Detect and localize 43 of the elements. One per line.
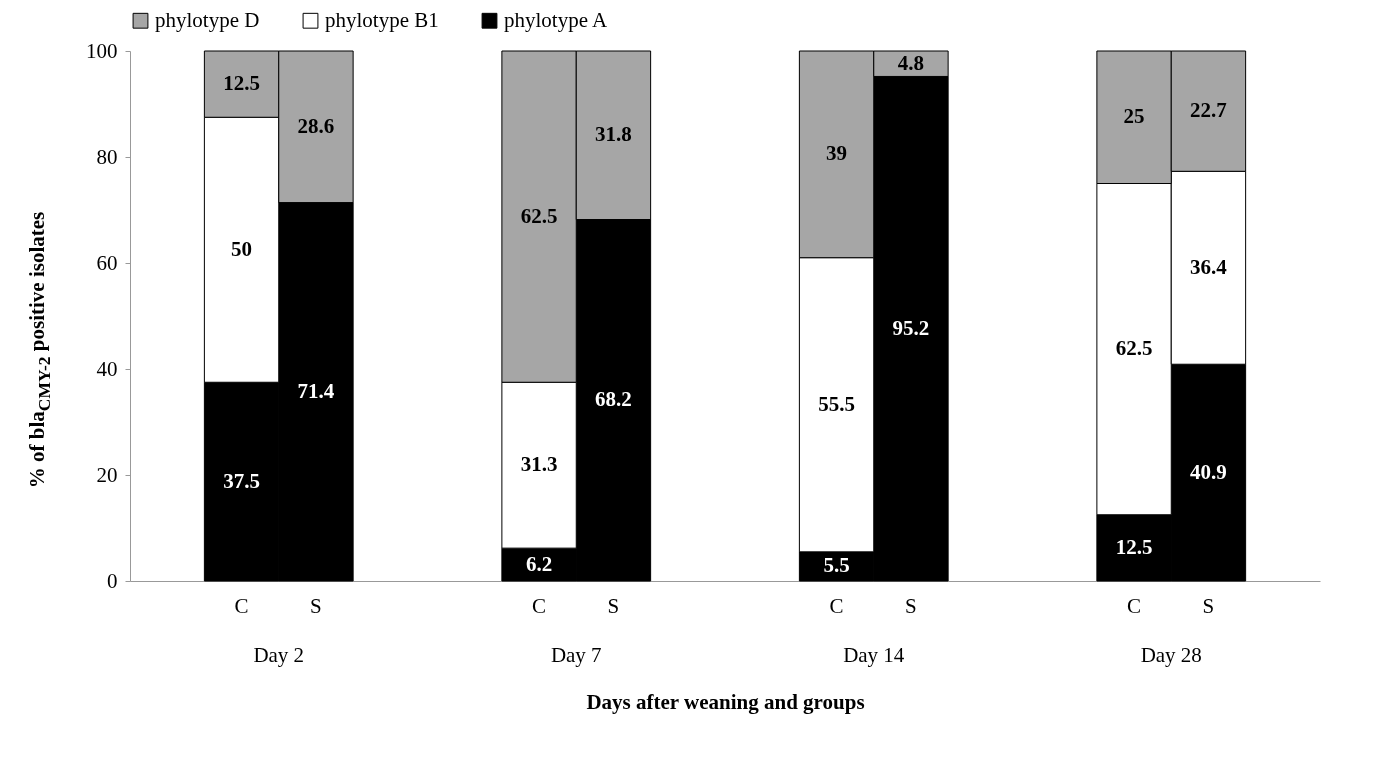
text: Day 28 [1140,643,1202,667]
y-tick-label: 0 [107,568,118,593]
y-tick-label: 40 [96,356,118,381]
data-label: 50 [231,236,253,261]
data-label: 5.5 [823,553,850,578]
data-label: 68.2 [595,387,632,412]
x-tick-label: S [607,593,620,618]
text: Day 7 [550,643,602,667]
x-tick-label: C [234,593,249,618]
x-axis-title: Days after weaning and groups [586,689,865,714]
data-label: 40.9 [1190,459,1227,484]
x-tick-label: C [829,593,844,618]
text: Day 14 [843,643,905,667]
legend-label: phylotype B1 [325,7,439,32]
data-label: 71.4 [297,378,335,403]
data-label: 31.3 [520,452,558,477]
y-tick-label: 80 [96,144,118,169]
data-label: 12.5 [1115,534,1153,559]
x-tick-label: C [1127,593,1142,618]
data-label: 4.8 [897,50,925,75]
data-label: 12.5 [223,71,260,96]
y-tick-label: 20 [96,462,118,487]
data-label: 31.8 [595,122,632,147]
y-tick-label: 60 [96,250,118,275]
x-tick-label: S [1202,593,1215,618]
data-label: 39 [826,141,848,166]
text: Day 2 [253,643,305,667]
data-label: 55.5 [818,391,855,416]
data-label: 62.5 [520,203,558,228]
data-label: 25 [1123,104,1145,129]
x-tick-label: S [310,593,322,618]
data-label: 22.7 [1190,98,1227,123]
x-tick-label: C [532,593,547,618]
data-label: 36.4 [1190,254,1228,279]
legend-label: phylotype A [504,7,609,32]
y-tick-label: 100 [86,38,118,63]
data-label: 62.5 [1115,336,1153,361]
data-label: 37.5 [223,468,260,493]
data-label: 6.2 [525,551,553,576]
data-label: 28.6 [297,113,335,138]
x-tick-label: S [905,593,917,618]
data-label: 95.2 [892,315,930,340]
legend-label: phylotype D [155,7,260,32]
